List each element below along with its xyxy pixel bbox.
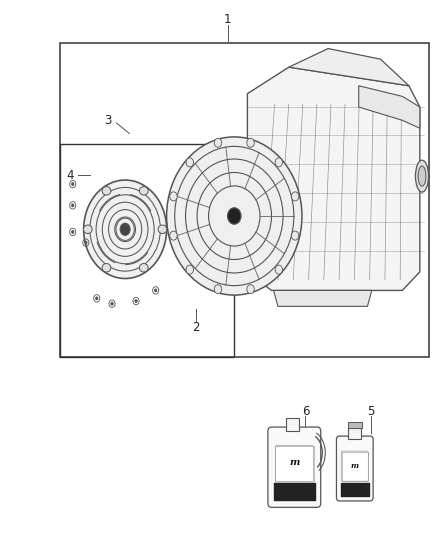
Circle shape (227, 208, 241, 224)
Circle shape (275, 265, 283, 274)
Circle shape (291, 231, 299, 240)
Ellipse shape (158, 225, 167, 233)
Bar (349, 427, 361, 439)
Ellipse shape (83, 225, 92, 233)
Polygon shape (274, 290, 372, 306)
Circle shape (170, 231, 177, 240)
FancyBboxPatch shape (336, 436, 373, 501)
Circle shape (214, 285, 222, 294)
Ellipse shape (166, 137, 302, 295)
Ellipse shape (84, 180, 166, 279)
Bar (275, 446, 314, 481)
Ellipse shape (418, 166, 426, 186)
Text: 5: 5 (367, 405, 374, 417)
Circle shape (275, 158, 283, 167)
Circle shape (95, 297, 98, 300)
Circle shape (154, 289, 157, 292)
Circle shape (135, 300, 138, 303)
Circle shape (71, 204, 74, 207)
Polygon shape (247, 67, 420, 290)
Circle shape (247, 138, 254, 147)
Ellipse shape (139, 263, 148, 272)
Bar (348, 422, 362, 427)
Bar (60, 43, 428, 357)
Text: 1: 1 (224, 13, 231, 26)
Circle shape (186, 158, 194, 167)
Text: 3: 3 (104, 114, 111, 127)
Polygon shape (289, 49, 409, 86)
Text: m: m (289, 458, 300, 467)
Circle shape (214, 138, 222, 147)
Text: 2: 2 (193, 321, 200, 334)
Circle shape (291, 192, 299, 201)
Ellipse shape (102, 263, 111, 272)
Circle shape (170, 192, 177, 201)
Ellipse shape (416, 160, 428, 192)
Polygon shape (359, 86, 420, 128)
Ellipse shape (139, 187, 148, 195)
Circle shape (247, 285, 254, 294)
Circle shape (71, 182, 74, 185)
Circle shape (111, 302, 113, 305)
Circle shape (186, 265, 194, 274)
Circle shape (71, 230, 74, 233)
Bar (60, 144, 234, 357)
Bar (342, 451, 368, 481)
Text: 4: 4 (66, 168, 74, 182)
Bar (286, 418, 299, 431)
Text: m: m (351, 462, 359, 470)
Circle shape (120, 223, 130, 236)
Circle shape (85, 241, 87, 244)
Ellipse shape (102, 187, 111, 195)
Text: 6: 6 (302, 405, 309, 417)
FancyBboxPatch shape (268, 427, 321, 507)
